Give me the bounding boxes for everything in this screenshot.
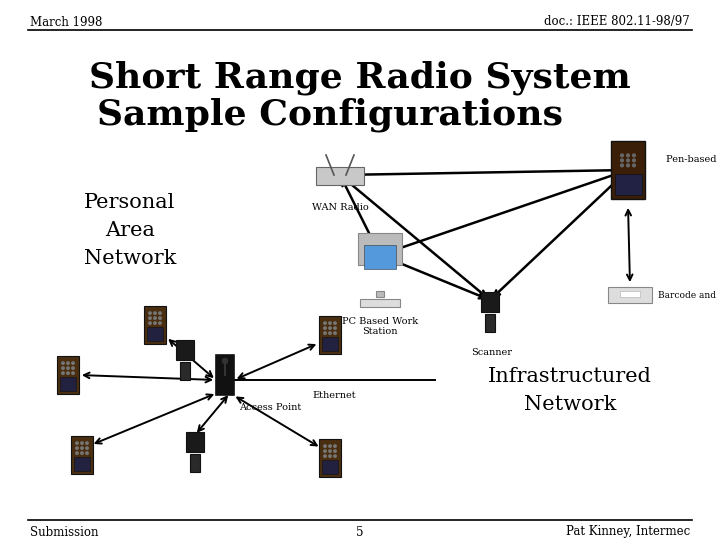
Circle shape	[76, 442, 78, 444]
Circle shape	[62, 372, 64, 374]
Circle shape	[329, 455, 331, 457]
Circle shape	[154, 317, 156, 319]
Text: 5: 5	[356, 525, 364, 538]
Bar	[176, 340, 194, 360]
Circle shape	[62, 362, 64, 364]
Text: Barcode and  Receipt Printers: Barcode and Receipt Printers	[658, 291, 720, 300]
Circle shape	[324, 450, 326, 453]
Text: Access Point: Access Point	[239, 403, 301, 412]
Text: Pat Kinney, Intermec: Pat Kinney, Intermec	[566, 525, 690, 538]
Circle shape	[76, 447, 78, 449]
Circle shape	[67, 372, 69, 374]
Bar	[186, 432, 204, 452]
Circle shape	[626, 164, 629, 167]
Bar	[60, 376, 76, 391]
Text: Sample Configurations: Sample Configurations	[97, 98, 563, 132]
Circle shape	[334, 332, 336, 334]
Circle shape	[149, 322, 151, 325]
Circle shape	[86, 452, 89, 454]
Circle shape	[67, 362, 69, 364]
Circle shape	[324, 332, 326, 334]
Circle shape	[67, 367, 69, 369]
Bar	[316, 167, 364, 185]
Text: Ethernet: Ethernet	[312, 391, 356, 400]
Bar	[71, 436, 93, 474]
Circle shape	[159, 322, 161, 325]
Bar	[180, 362, 190, 380]
Circle shape	[324, 455, 326, 457]
Bar	[147, 327, 163, 341]
Bar	[190, 454, 200, 472]
Bar	[57, 356, 79, 394]
Text: doc.: IEEE 802.11-98/97: doc.: IEEE 802.11-98/97	[544, 16, 690, 29]
Bar	[376, 291, 384, 297]
Circle shape	[81, 452, 84, 454]
Circle shape	[329, 445, 331, 447]
Circle shape	[149, 317, 151, 319]
Circle shape	[329, 450, 331, 453]
Bar	[614, 174, 642, 195]
Circle shape	[86, 447, 89, 449]
Circle shape	[329, 322, 331, 325]
Circle shape	[633, 164, 635, 167]
Bar	[360, 299, 400, 307]
Bar	[74, 456, 90, 471]
Circle shape	[329, 327, 331, 329]
Bar	[485, 314, 495, 332]
Text: Scanner: Scanner	[472, 348, 513, 357]
Circle shape	[81, 442, 84, 444]
Text: WAN Radio: WAN Radio	[312, 203, 369, 212]
Circle shape	[159, 312, 161, 314]
Circle shape	[324, 322, 326, 325]
Bar	[611, 141, 645, 199]
Circle shape	[154, 322, 156, 325]
Circle shape	[334, 455, 336, 457]
Circle shape	[159, 317, 161, 319]
Circle shape	[621, 154, 624, 157]
Text: Personal
Area
Network: Personal Area Network	[84, 192, 176, 267]
Circle shape	[76, 452, 78, 454]
Circle shape	[149, 312, 151, 314]
Circle shape	[621, 164, 624, 167]
Circle shape	[334, 450, 336, 453]
Text: March 1998: March 1998	[30, 16, 102, 29]
Circle shape	[334, 327, 336, 329]
Circle shape	[324, 445, 326, 447]
Circle shape	[72, 362, 74, 364]
Circle shape	[72, 367, 74, 369]
Circle shape	[222, 359, 228, 363]
Text: PC Based Work
Station: PC Based Work Station	[342, 317, 418, 336]
Circle shape	[72, 372, 74, 374]
Circle shape	[329, 332, 331, 334]
Circle shape	[621, 159, 624, 162]
Bar	[319, 439, 341, 477]
Bar	[322, 336, 338, 351]
Circle shape	[633, 159, 635, 162]
Bar	[358, 233, 402, 265]
Text: Short Range Radio System: Short Range Radio System	[89, 60, 631, 95]
Circle shape	[633, 154, 635, 157]
Circle shape	[626, 154, 629, 157]
Text: Submission: Submission	[30, 525, 99, 538]
Circle shape	[81, 447, 84, 449]
Bar	[608, 287, 652, 303]
Bar	[144, 306, 166, 344]
Circle shape	[334, 445, 336, 447]
Circle shape	[154, 312, 156, 314]
Bar	[319, 316, 341, 354]
Bar	[364, 245, 396, 269]
Bar	[620, 291, 640, 297]
Circle shape	[62, 367, 64, 369]
Circle shape	[324, 327, 326, 329]
Circle shape	[626, 159, 629, 162]
Text: Infrastructured
Network: Infrastructured Network	[488, 367, 652, 414]
Bar	[322, 460, 338, 474]
Bar	[216, 355, 234, 395]
Bar	[481, 292, 499, 312]
Circle shape	[334, 322, 336, 325]
Text: Pen-based HHC: Pen-based HHC	[666, 156, 720, 165]
Circle shape	[86, 442, 89, 444]
